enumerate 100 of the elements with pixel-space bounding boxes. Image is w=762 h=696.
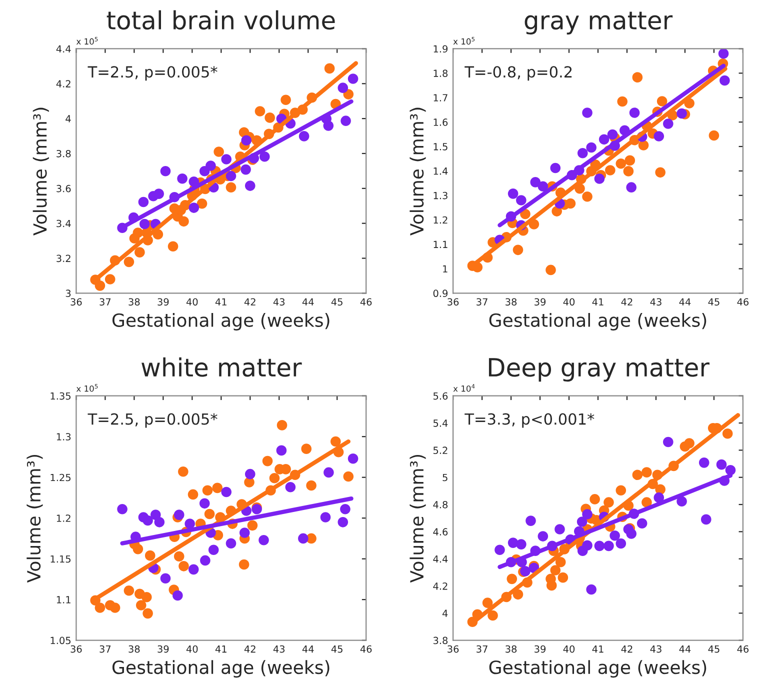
y-tick-label: 4.4 xyxy=(56,45,71,52)
text: x 10$^{5}$ xyxy=(453,37,475,45)
x-tick-label: 37 xyxy=(100,298,111,306)
chart-title: Deep gray matter xyxy=(488,358,710,382)
x-tick-label: 36 xyxy=(448,645,459,653)
y-tick-label: 1.5 xyxy=(434,143,448,150)
x-tick-label: 46 xyxy=(737,645,749,653)
x-tick-label: 44 xyxy=(302,298,314,306)
annotation: T=2.5, p=0.005* xyxy=(88,413,218,428)
x-tick-label: 41 xyxy=(215,298,226,306)
chart-title: gray matter xyxy=(524,12,673,34)
x-axis-title: Gestational age (weeks) xyxy=(489,313,706,330)
x-tick-label: 44 xyxy=(679,645,691,653)
y-tick-label: 3.8 xyxy=(433,636,448,644)
y-tick-label: 5 xyxy=(442,474,448,482)
text: x 10$^{5}$ xyxy=(76,384,98,392)
text: x 10$^{5}$ xyxy=(76,37,98,45)
x-tick-label: 36 xyxy=(70,645,82,653)
x-tick-label: 45 xyxy=(331,645,342,653)
y-tick-label: 5.4 xyxy=(433,420,448,427)
y-tick-label: 1.9 xyxy=(434,45,448,53)
x-axis-title: Gestational age (weeks) xyxy=(489,660,706,678)
x-tick-label: 43 xyxy=(650,298,662,306)
y-tick-label: 4 xyxy=(66,115,71,122)
y-tick-label: 1.25 xyxy=(50,474,70,482)
x-tick-label: 42 xyxy=(244,645,256,653)
chart-title: total brain volume xyxy=(106,10,335,30)
x-tick-label: 37 xyxy=(476,298,488,306)
y-tick-label: 4.6 xyxy=(433,528,448,536)
x-tick-label: 46 xyxy=(360,298,372,306)
y-tick-label: 1.05 xyxy=(50,636,70,644)
y-tick-label: 4.2 xyxy=(56,80,70,88)
x-axis-title: Gestational age (weeks) xyxy=(112,660,330,678)
x-tick-label: 45 xyxy=(708,298,720,306)
y-tick-label: 5.6 xyxy=(433,392,448,400)
y-tick-label: 1.3 xyxy=(434,192,448,200)
x-tick-label: 40 xyxy=(186,645,198,653)
x-tick-label: 43 xyxy=(273,298,285,306)
y-axis-title: Volume (mm³) xyxy=(32,108,49,236)
y-tick-label: 1.1 xyxy=(56,596,70,604)
y-tick-label: 5.2 xyxy=(433,446,448,454)
y-axis-title: Volume (mm³) xyxy=(26,454,43,583)
annotation: T=-0.8, p=0.2 xyxy=(464,66,572,81)
x-tick-label: 37 xyxy=(100,645,111,653)
x-tick-label: 40 xyxy=(563,645,575,653)
y-tick-label: 1.15 xyxy=(50,555,70,563)
x-tick-label: 46 xyxy=(737,298,749,306)
x-tick-label: 36 xyxy=(448,298,459,306)
x-tick-label: 42 xyxy=(621,298,632,306)
annotation: T=2.5, p=0.005* xyxy=(88,66,218,81)
x-tick-label: 36 xyxy=(70,298,82,306)
y-tick-label: 3.6 xyxy=(56,184,71,192)
x-tick-label: 43 xyxy=(650,645,662,653)
y-tick-label: 3.8 xyxy=(56,150,71,158)
x-tick-label: 43 xyxy=(273,645,285,653)
x-tick-label: 40 xyxy=(563,298,575,306)
x-tick-label: 46 xyxy=(360,645,372,653)
y-tick-label: 3 xyxy=(66,290,71,298)
y-tick-label: 1.4 xyxy=(434,168,448,175)
y-axis-title: Volume (mm³) xyxy=(410,454,426,583)
y-tick-label: 1.6 xyxy=(434,118,448,126)
annotation: T=3.3, p<0.001* xyxy=(464,413,594,428)
x-axis-title: Gestational age (weeks) xyxy=(112,313,330,330)
y-tick-label: 4 xyxy=(442,610,448,617)
x-tick-label: 39 xyxy=(534,298,546,306)
y-tick-label: 1.7 xyxy=(434,94,448,102)
y-tick-label: 1.2 xyxy=(56,514,70,522)
x-tick-label: 38 xyxy=(506,645,517,653)
y-tick-label: 1.35 xyxy=(50,392,70,400)
x-tick-label: 37 xyxy=(476,645,488,653)
x-tick-label: 41 xyxy=(592,645,604,653)
y-tick-label: 4.4 xyxy=(433,555,448,563)
x-tick-label: 38 xyxy=(506,298,517,306)
x-tick-label: 39 xyxy=(158,645,169,653)
chart-title: white matter xyxy=(142,357,302,377)
y-tick-label: 3.2 xyxy=(56,254,70,262)
x-tick-label: 38 xyxy=(128,298,140,306)
x-tick-label: 39 xyxy=(158,298,169,306)
y-tick-label: 1.2 xyxy=(434,216,448,224)
x-tick-label: 40 xyxy=(186,298,198,306)
x-tick-label: 44 xyxy=(679,298,691,306)
x-tick-label: 42 xyxy=(244,298,256,306)
x-tick-label: 41 xyxy=(215,645,226,653)
text: x 10$^{4}$ xyxy=(453,384,475,392)
x-tick-label: 45 xyxy=(708,645,720,653)
y-tick-label: 4.2 xyxy=(433,582,448,590)
y-tick-label: 1.3 xyxy=(56,433,71,440)
y-tick-label: 4.8 xyxy=(433,500,448,508)
y-axis-title: Volume (mm³) xyxy=(410,108,426,236)
y-tick-label: 1 xyxy=(443,265,448,272)
y-tick-label: 1.1 xyxy=(434,240,448,248)
y-tick-label: 1.8 xyxy=(434,70,448,77)
x-tick-label: 39 xyxy=(534,645,546,653)
x-tick-label: 42 xyxy=(621,645,632,653)
y-tick-label: 3.4 xyxy=(56,220,71,228)
x-tick-label: 45 xyxy=(331,298,342,306)
x-tick-label: 41 xyxy=(592,298,604,306)
y-tick-label: 0.9 xyxy=(433,290,448,298)
x-tick-label: 38 xyxy=(128,645,140,653)
x-tick-label: 44 xyxy=(302,645,314,653)
